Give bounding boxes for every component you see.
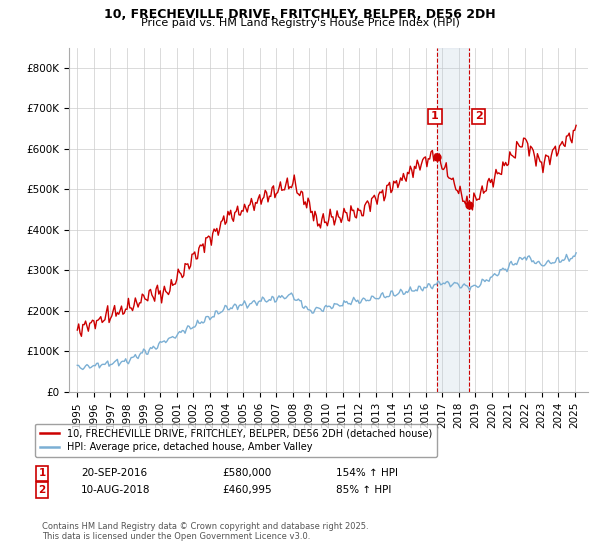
Text: 2: 2 [475, 111, 482, 122]
Text: £580,000: £580,000 [222, 468, 271, 478]
Text: £460,995: £460,995 [222, 485, 272, 495]
Text: 154% ↑ HPI: 154% ↑ HPI [336, 468, 398, 478]
Text: 85% ↑ HPI: 85% ↑ HPI [336, 485, 391, 495]
Text: 2: 2 [38, 485, 46, 495]
Text: 10, FRECHEVILLE DRIVE, FRITCHLEY, BELPER, DE56 2DH: 10, FRECHEVILLE DRIVE, FRITCHLEY, BELPER… [104, 8, 496, 21]
Bar [437, 48, 469, 392]
Legend: 10, FRECHEVILLE DRIVE, FRITCHLEY, BELPER, DE56 2DH (detached house), HPI: Averag: 10, FRECHEVILLE DRIVE, FRITCHLEY, BELPER… [35, 423, 437, 457]
Text: Price paid vs. HM Land Registry's House Price Index (HPI): Price paid vs. HM Land Registry's House … [140, 18, 460, 29]
Text: Contains HM Land Registry data © Crown copyright and database right 2025.
This d: Contains HM Land Registry data © Crown c… [42, 522, 368, 542]
Text: 1: 1 [431, 111, 439, 122]
Text: 1: 1 [38, 468, 46, 478]
Text: 10-AUG-2018: 10-AUG-2018 [81, 485, 151, 495]
Text: 20-SEP-2016: 20-SEP-2016 [81, 468, 147, 478]
